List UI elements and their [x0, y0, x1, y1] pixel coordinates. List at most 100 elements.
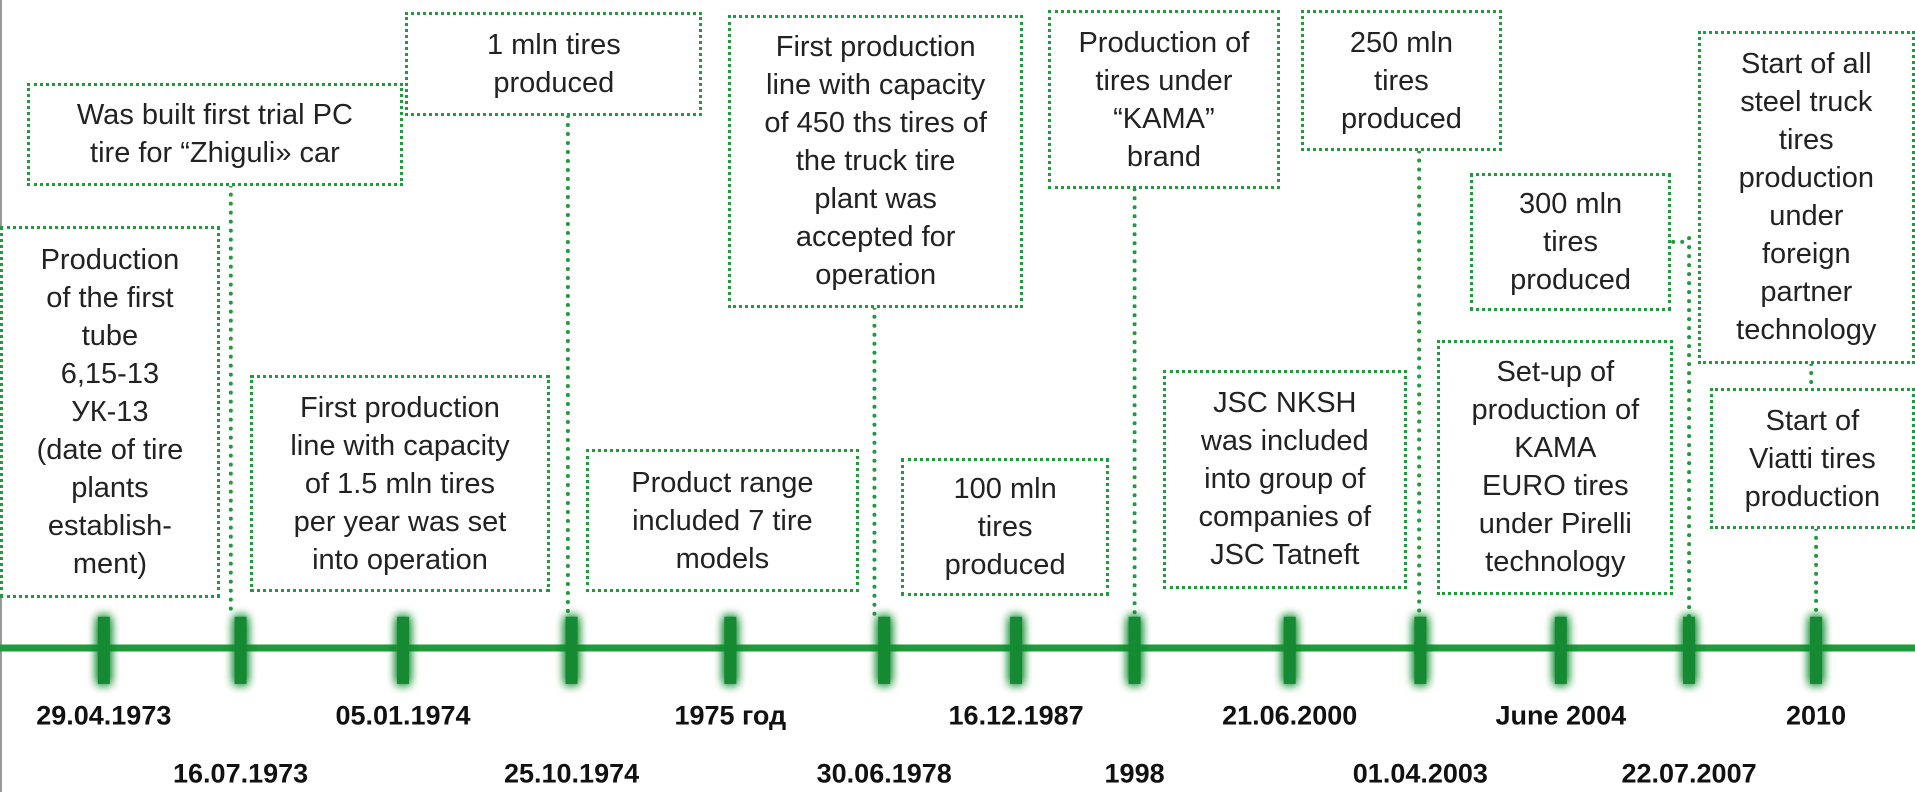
date-label: 16.07.1973: [173, 758, 309, 789]
date-label: 25.10.1974: [503, 758, 640, 789]
date-label: 21.06.2000: [1222, 700, 1358, 731]
event-text: partner: [1760, 276, 1853, 309]
event-text: УК-13: [71, 396, 149, 429]
marker: [1554, 616, 1567, 684]
event-text: the truck tire: [795, 145, 956, 178]
event-text: establish-: [47, 510, 172, 543]
event-text: companies of: [1198, 501, 1372, 534]
date-label: June 2004: [1495, 700, 1627, 731]
event-box: JSC NKSH was included into group of compani…: [1162, 370, 1407, 589]
event-text: produced: [1510, 264, 1632, 297]
event-box: Set-up of production of KAMA EURO tires unde…: [1437, 339, 1674, 595]
marker: [397, 616, 410, 684]
event-text: JSC NKSH: [1213, 387, 1357, 420]
event-text: Set-up of: [1496, 356, 1615, 389]
event-box: Start of all steel truck tires production un…: [1697, 30, 1915, 364]
date-label: 05.01.1974: [335, 700, 471, 731]
event-text: 6,15-13: [60, 358, 160, 391]
event-text: tube: [81, 320, 139, 353]
event-text: production of: [1471, 394, 1640, 427]
date-label: 1975 год: [674, 700, 787, 731]
marker: [1128, 616, 1141, 684]
event-text: plant was: [814, 183, 937, 216]
event-text: 1 mln tires: [486, 29, 621, 62]
event-box: Production of the first tube 6,15-13 УК-13 (d…: [0, 225, 220, 599]
event-text: into group of: [1204, 463, 1366, 496]
event-text: 300 mln: [1518, 188, 1623, 221]
event-text: included 7 tire: [632, 504, 813, 537]
event-text: JSC Tatneft: [1210, 539, 1360, 572]
event-text: tires under: [1095, 64, 1233, 97]
event-text: tires: [1778, 124, 1834, 157]
marker: [1283, 616, 1296, 684]
marker: [1414, 616, 1427, 684]
event-text: 250 mln: [1349, 26, 1453, 59]
marker: [234, 616, 247, 684]
event-text: under: [1769, 200, 1844, 233]
event-text: produced: [493, 67, 615, 100]
event-text: of the first: [46, 282, 174, 315]
marker: [724, 616, 737, 684]
event-text: production: [1744, 480, 1881, 513]
marker: [97, 616, 110, 684]
event-text: tires: [977, 510, 1033, 543]
event-text: produced: [944, 548, 1066, 581]
date-label: 2010: [1786, 700, 1847, 731]
marker: [878, 616, 891, 684]
event-box: Was built first trial PC tire for “Zhigul…: [26, 83, 404, 186]
event-text: models: [675, 542, 770, 575]
event-box: Start of Viatti tires production: [1709, 388, 1915, 529]
event-text: brand: [1126, 140, 1201, 173]
event-text: operation: [815, 259, 937, 292]
date-label: 16.12.1987: [948, 700, 1084, 731]
date-label: 29.04.1973: [36, 700, 172, 731]
event-box: 1 mln tires produced: [405, 12, 703, 116]
event-text: produced: [1340, 102, 1462, 135]
event-text: 100 mln: [953, 472, 1057, 505]
event-box: First production line with capacity of 450…: [727, 14, 1024, 308]
marker: [1010, 616, 1023, 684]
date-label: 1998: [1104, 758, 1165, 789]
event-text: per year was set: [293, 505, 507, 538]
event-text: line with capacity: [290, 429, 510, 462]
event-text: tires: [1543, 226, 1598, 259]
marker: [565, 616, 578, 684]
event-text: First production: [775, 31, 976, 64]
event-box: 100 mln tires produced: [901, 457, 1109, 596]
event-box: Product range included 7 tire models: [586, 449, 859, 593]
marker: [1683, 616, 1696, 684]
event-text: plants: [71, 472, 149, 505]
event-text: EURO tires: [1482, 470, 1629, 503]
event-box: 300 mln tires produced: [1470, 173, 1671, 312]
event-box: First production line with capacity of 1.5…: [250, 374, 550, 593]
event-text: technology: [1485, 546, 1626, 579]
event-text: Production of: [1078, 26, 1250, 59]
event-text: Viatti tires: [1749, 442, 1876, 475]
event-text: steel truck: [1740, 86, 1873, 119]
date-label: 01.04.2003: [1352, 758, 1488, 789]
event-text: tires: [1374, 64, 1429, 97]
event-text: accepted for: [795, 221, 956, 254]
event-text: “KAMA”: [1113, 102, 1215, 135]
marker: [1810, 616, 1823, 684]
event-box: Production of tires under “KAMA” brand: [1047, 9, 1280, 190]
date-label: 22.07.2007: [1621, 758, 1757, 789]
event-text: of 1.5 mln tires: [304, 467, 496, 500]
event-text: production: [1738, 162, 1874, 195]
event-text: KAMA: [1514, 432, 1597, 465]
event-text: First production: [300, 391, 500, 424]
event-text: Production: [40, 244, 180, 277]
event-text: of 450 ths tires of: [764, 107, 987, 140]
event-text: into operation: [312, 543, 488, 576]
date-label: 30.06.1978: [816, 758, 952, 789]
event-text: Start of: [1765, 404, 1860, 437]
event-text: under Pirelli: [1478, 508, 1632, 541]
event-text: Product range: [631, 466, 814, 499]
event-text: technology: [1736, 314, 1877, 347]
event-text: ment): [72, 548, 147, 581]
event-box: 250 mln tires produced: [1300, 9, 1503, 152]
event-text: Was built first trial PC: [76, 99, 353, 132]
event-text: tire for “Zhiguli» car: [90, 137, 340, 170]
